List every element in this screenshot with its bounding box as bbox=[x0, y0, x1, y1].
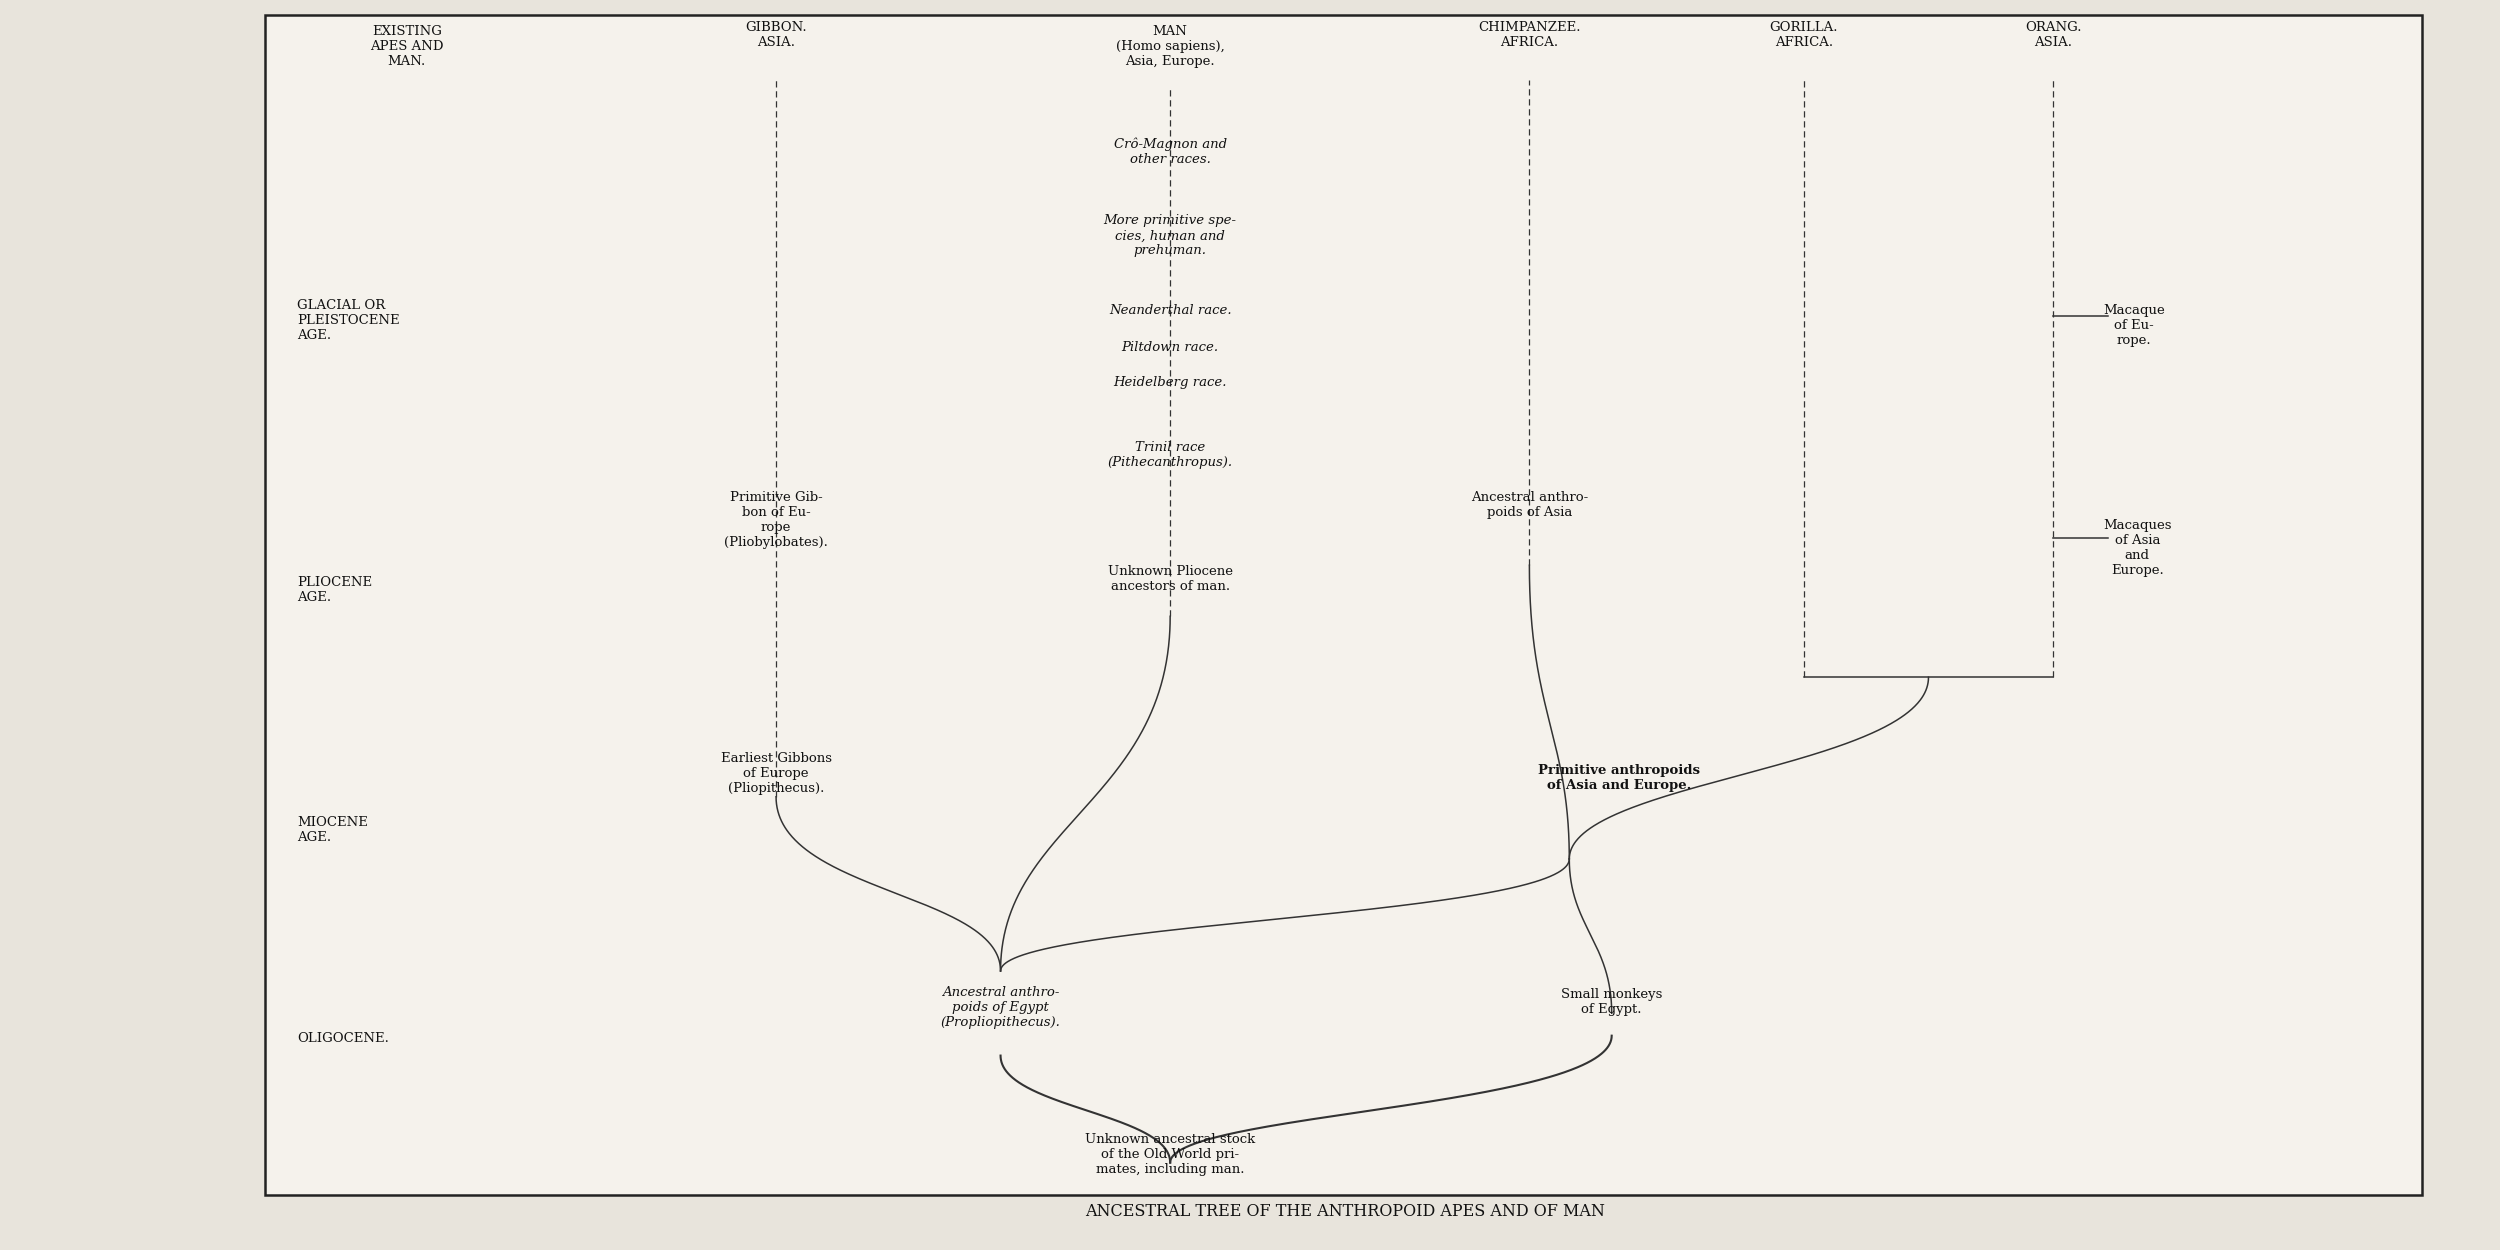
Text: Ancestral anthro-
poids of Egypt
(Propliopithecus).: Ancestral anthro- poids of Egypt (Propli… bbox=[940, 986, 1060, 1029]
Text: Macaques
of Asia
and
Europe.: Macaques of Asia and Europe. bbox=[2102, 519, 2172, 578]
Text: Macaque
of Eu-
rope.: Macaque of Eu- rope. bbox=[2102, 304, 2165, 348]
Text: Crô-Magnon and
other races.: Crô-Magnon and other races. bbox=[1112, 138, 1228, 166]
Text: Unknown Pliocene
ancestors of man.: Unknown Pliocene ancestors of man. bbox=[1108, 565, 1232, 594]
Text: ORANG.
ASIA.: ORANG. ASIA. bbox=[2025, 21, 2082, 50]
Text: Earliest Gibbons
of Europe
(Pliopithecus).: Earliest Gibbons of Europe (Pliopithecus… bbox=[720, 752, 833, 795]
Text: GORILLA.
AFRICA.: GORILLA. AFRICA. bbox=[1770, 21, 1838, 50]
Text: PLIOCENE
AGE.: PLIOCENE AGE. bbox=[298, 576, 372, 604]
Text: MIOCENE
AGE.: MIOCENE AGE. bbox=[298, 816, 368, 844]
Text: Ancestral anthro-
poids of Asia: Ancestral anthro- poids of Asia bbox=[1470, 490, 1588, 519]
Text: GLACIAL OR
PLEISTOCENE
AGE.: GLACIAL OR PLEISTOCENE AGE. bbox=[298, 299, 400, 341]
Text: MAN
(Homo sapiens),
Asia, Europe.: MAN (Homo sapiens), Asia, Europe. bbox=[1115, 25, 1225, 69]
Text: CHIMPANZEE.
AFRICA.: CHIMPANZEE. AFRICA. bbox=[1478, 21, 1580, 50]
Text: Small monkeys
of Egypt.: Small monkeys of Egypt. bbox=[1560, 989, 1662, 1016]
Text: Primitive Gib-
bon of Eu-
rope
(Pliobylobates).: Primitive Gib- bon of Eu- rope (Pliobylo… bbox=[725, 490, 828, 549]
Text: ANCESTRAL TREE OF THE ANTHROPOID APES AND OF MAN: ANCESTRAL TREE OF THE ANTHROPOID APES AN… bbox=[1085, 1202, 1605, 1220]
Text: GIBBON.
ASIA.: GIBBON. ASIA. bbox=[745, 21, 808, 50]
Text: Heidelberg race.: Heidelberg race. bbox=[1112, 376, 1228, 389]
Text: More primitive spe-
cies, human and
prehuman.: More primitive spe- cies, human and preh… bbox=[1102, 214, 1238, 258]
Text: Trinil race
(Pithecanthropus).: Trinil race (Pithecanthropus). bbox=[1108, 441, 1232, 469]
Text: Piltdown race.: Piltdown race. bbox=[1122, 341, 1218, 354]
Text: EXISTING
APES AND
MAN.: EXISTING APES AND MAN. bbox=[370, 25, 442, 69]
Text: Unknown ancestral stock
of the Old World pri-
mates, including man.: Unknown ancestral stock of the Old World… bbox=[1085, 1132, 1255, 1176]
FancyBboxPatch shape bbox=[265, 15, 2422, 1195]
Text: OLIGOCENE.: OLIGOCENE. bbox=[298, 1031, 390, 1045]
Text: Primitive anthropoids
of Asia and Europe.: Primitive anthropoids of Asia and Europe… bbox=[1538, 765, 1700, 792]
Text: Neanderthal race.: Neanderthal race. bbox=[1110, 304, 1232, 318]
